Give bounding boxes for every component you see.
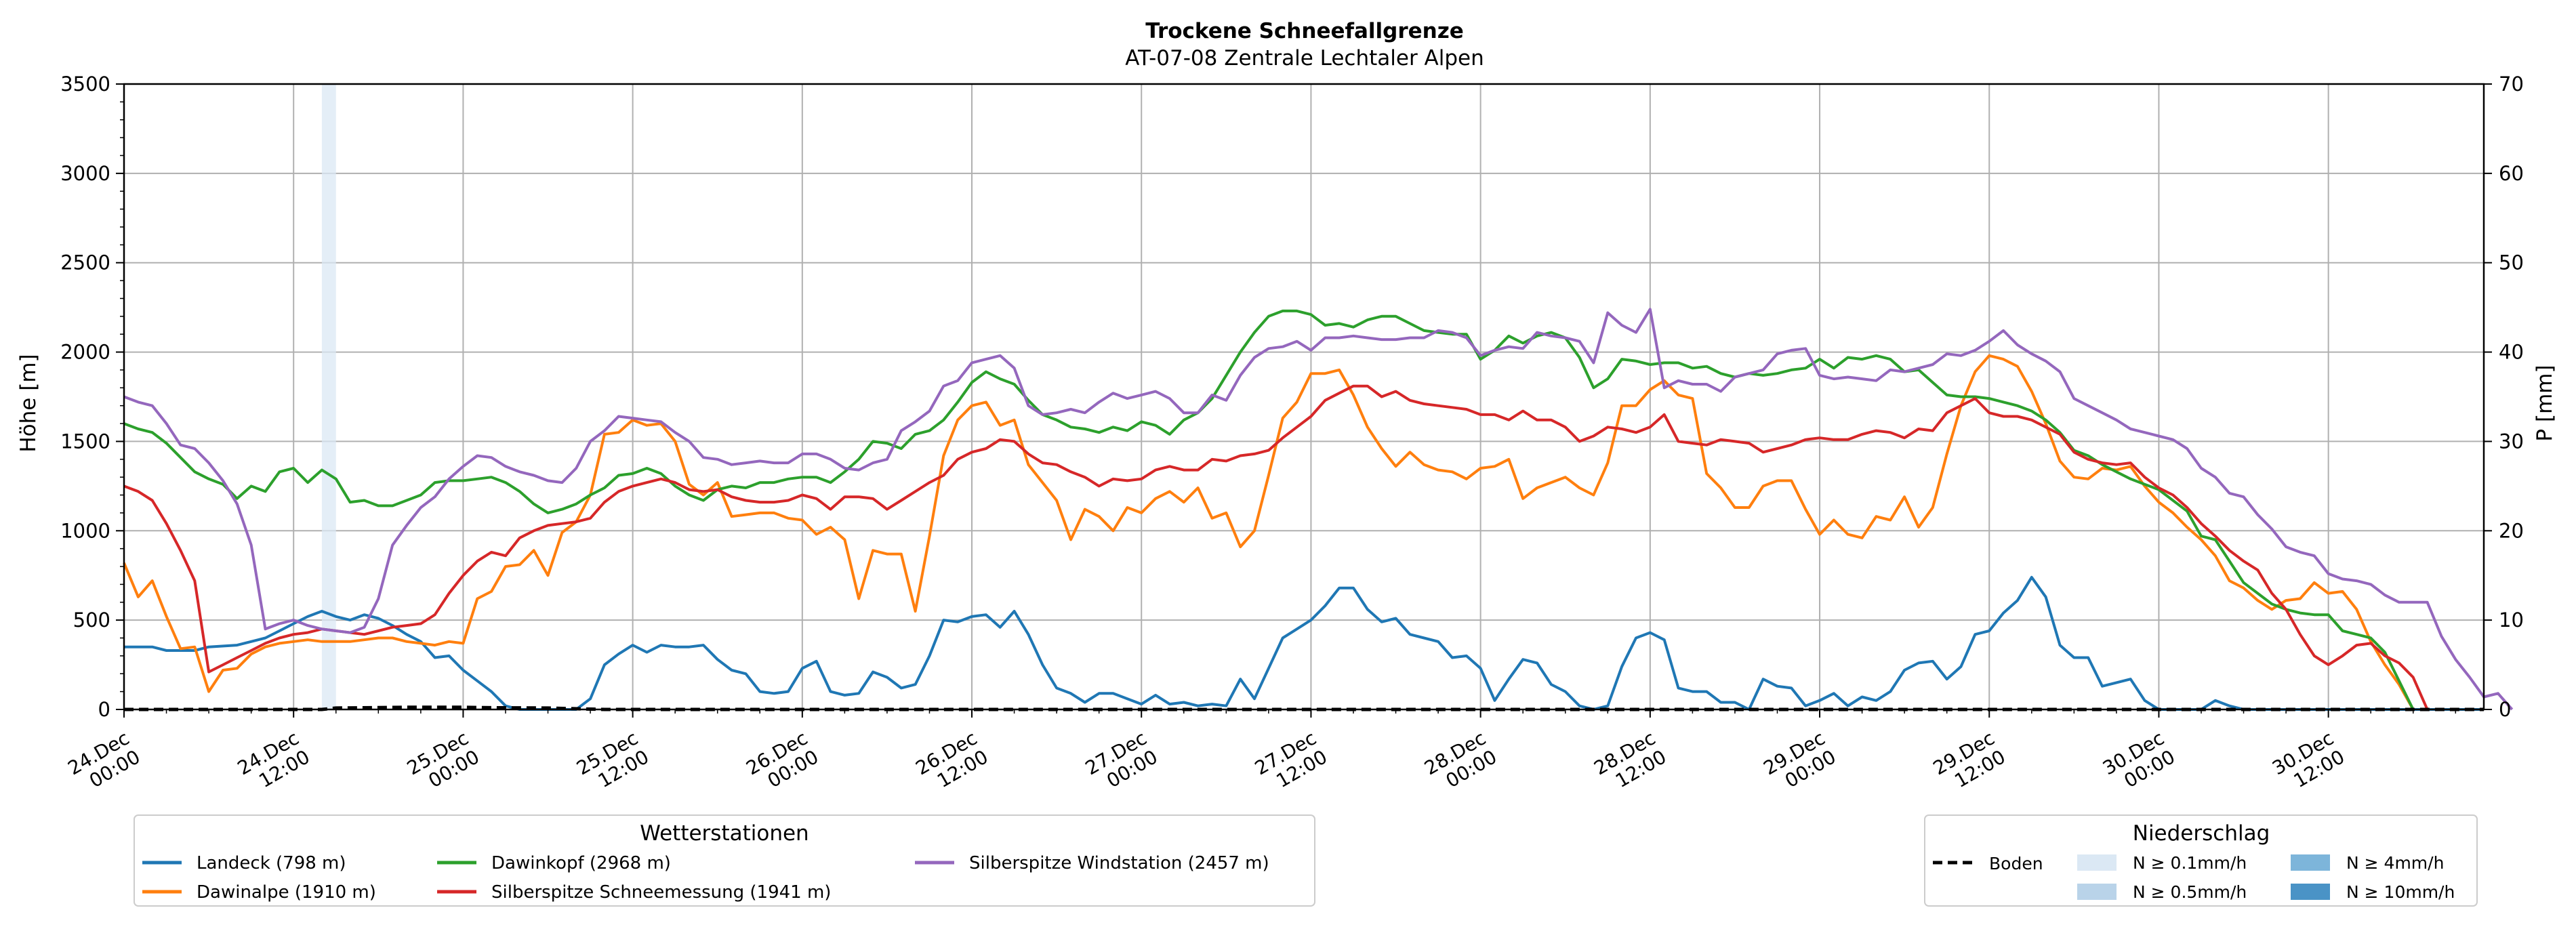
y-right-tick-label: 40 (2499, 341, 2524, 364)
axes (116, 83, 2492, 718)
legend-station-label: Landeck (798 m) (197, 853, 346, 873)
legend-stations-title: Wetterstationen (640, 821, 809, 846)
y-tick-label: 0 (98, 698, 110, 721)
y-tick-label: 500 (73, 608, 110, 632)
legend-precip-swatch (2291, 854, 2330, 871)
legend-station-label: Silberspitze Schneemessung (1941 m) (491, 882, 831, 903)
y-right-tick-label: 50 (2499, 251, 2524, 274)
y-tick-label: 3500 (60, 73, 110, 96)
legend-precip-label: N ≥ 0.1mm/h (2133, 853, 2247, 873)
precipitation-bands (321, 84, 336, 709)
legend-precip-swatch (2077, 884, 2117, 900)
series-lines (123, 308, 2514, 711)
legend-ground-label: Boden (1989, 854, 2043, 873)
plot-frame (123, 83, 2485, 711)
legend-station-label: Silberspitze Windstation (2457 m) (969, 853, 1269, 873)
precipitation-band (321, 84, 336, 709)
y-tick-label: 2500 (60, 251, 110, 274)
series-line (123, 308, 2514, 711)
series-line (123, 309, 2415, 710)
legend-precip-label: N ≥ 4mm/h (2346, 853, 2444, 873)
series-line (123, 354, 2415, 710)
legend-precip: Niederschlag Boden N ≥ 0.1mm/h N ≥ 0.5mm/… (1924, 814, 2478, 907)
y-right-tick-label: 20 (2499, 519, 2524, 542)
y-right-tick-label: 70 (2499, 73, 2524, 96)
legend-precip-swatch (2291, 884, 2330, 900)
y-right-tick-label: 30 (2499, 430, 2524, 453)
y-right-tick-label: 10 (2499, 608, 2524, 632)
legend-station-label: Dawinkopf (2968 m) (491, 853, 671, 873)
y-tick-label: 1500 (60, 430, 110, 453)
y-tick-label: 2000 (60, 341, 110, 364)
legend-precip-label: N ≥ 0.5mm/h (2133, 882, 2247, 902)
legend-station-label: Dawinalpe (1910 m) (197, 882, 376, 903)
legend-precip-label: N ≥ 10mm/h (2346, 882, 2455, 902)
legend-precip-swatch (2077, 854, 2117, 871)
y-tick-label: 1000 (60, 519, 110, 542)
x-tick-label: 25.Dec00:00 (403, 726, 483, 798)
y-right-tick-label: 60 (2499, 162, 2524, 185)
chart-title: Trockene Schneefallgrenze (1145, 19, 1464, 43)
y-axis-right-label: P [mm] (2533, 365, 2557, 441)
chart-subtitle: AT-07-08 Zentrale Lechtaler Alpen (1125, 46, 1484, 70)
legend-stations: Wetterstationen Landeck (798 m) Dawinalpe… (134, 814, 1315, 907)
y-axis-label: Höhe [m] (16, 354, 41, 452)
y-tick-label: 3000 (60, 162, 110, 185)
series-line (123, 384, 2429, 710)
y-right-tick-label: 0 (2499, 698, 2511, 721)
legend-precip-title: Niederschlag (2133, 821, 2270, 846)
